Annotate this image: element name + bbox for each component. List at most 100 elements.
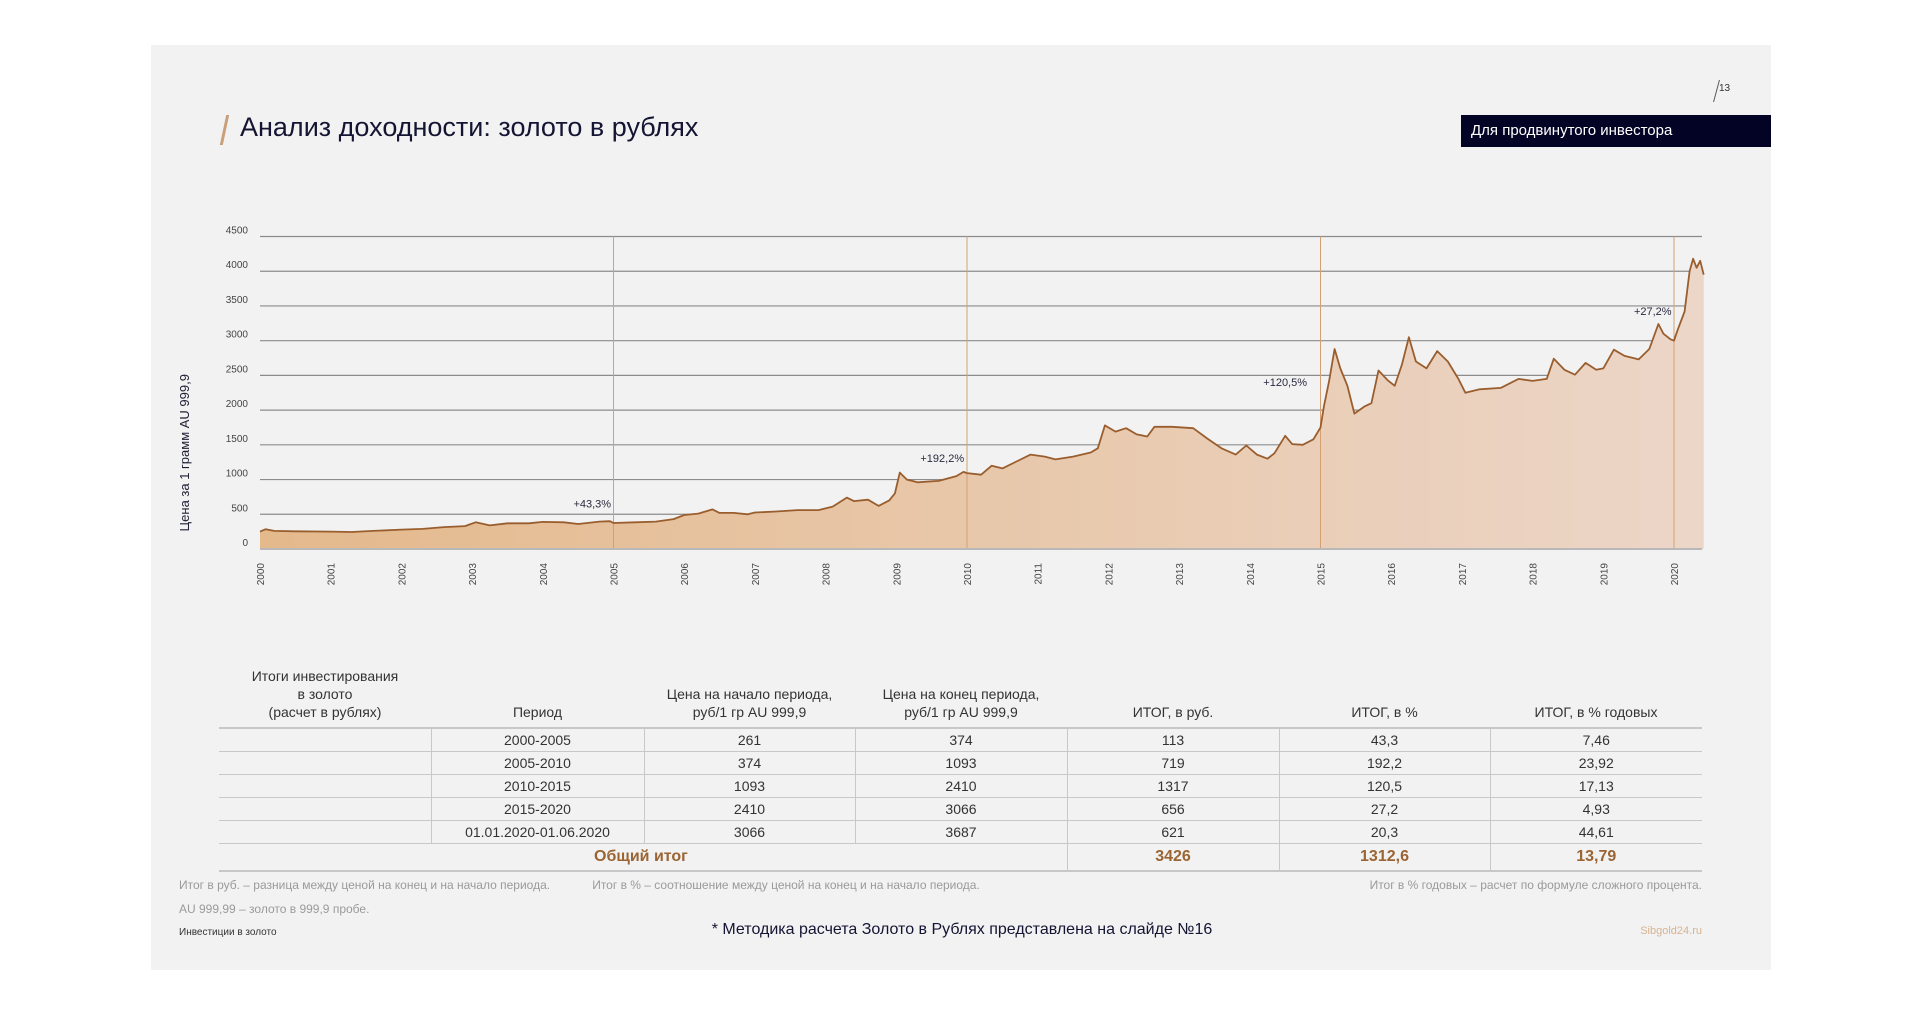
- x-tick-label: 2014: [1246, 563, 1257, 586]
- total-annual: 13,79: [1489, 843, 1702, 872]
- table-cell: 2410: [854, 774, 1067, 798]
- table-cell: [219, 774, 431, 798]
- footnote-annual: Итог в % годовых – расчет по формуле сло…: [1369, 878, 1702, 892]
- table-cell: 43,3: [1278, 728, 1490, 752]
- x-tick-label: 2005: [610, 563, 621, 586]
- table-cell: 20,3: [1278, 820, 1490, 844]
- table-row: 2015-2020 2410 3066 656 27,2 4,93: [219, 797, 1702, 821]
- period-return-annotation: +192,2%: [920, 453, 964, 465]
- table-cell: 27,2: [1278, 797, 1490, 821]
- page-title: Анализ доходности: золото в рублях: [240, 112, 699, 142]
- x-tick-label: 2011: [1034, 563, 1045, 585]
- table-cell: 44,61: [1489, 820, 1702, 844]
- column-header: ИТОГ, в руб.: [1067, 657, 1279, 729]
- column-header: Период: [431, 657, 644, 729]
- slide: Анализ доходности: золото в рублях 13 Дл…: [151, 45, 1771, 970]
- table-cell: 3687: [854, 820, 1067, 844]
- x-tick-label: 2003: [468, 563, 479, 586]
- price-line: [259, 257, 1705, 533]
- period-return-annotation: +43,3%: [573, 498, 611, 510]
- x-tick-label: 2020: [1670, 563, 1681, 586]
- methodology-note: * Методика расчета Золото в Рублях предс…: [711, 921, 1213, 938]
- x-tick-label: 2006: [680, 563, 691, 586]
- table-row: 2010-2015 1093 2410 1317 120,5 17,13: [219, 774, 1702, 798]
- y-tick-label: 2000: [226, 399, 249, 410]
- y-tick-label: 0: [242, 538, 248, 549]
- audience-badge: Для продвинутого инвестора: [1461, 115, 1771, 147]
- table-row: 01.01.2020-01.06.2020 3066 3687 621 20,3 44,6…: [219, 820, 1702, 844]
- column-header: Итоги инвестирования в золото (расчет в …: [219, 657, 431, 729]
- period-return-annotation: +120,5%: [1263, 377, 1307, 389]
- y-axis-label: Цена за 1 грамм AU 999,9: [177, 374, 192, 531]
- table-header-row: Итоги инвестирования в золото (расчет в …: [219, 657, 1702, 729]
- y-tick-label: 4500: [226, 226, 249, 237]
- table-cell: [219, 820, 431, 844]
- x-tick-label: 2009: [892, 563, 903, 586]
- x-tick-label: 2019: [1599, 563, 1610, 586]
- table-cell: 261: [643, 728, 855, 752]
- y-tick-label: 3500: [226, 295, 249, 306]
- table-cell: 374: [643, 751, 855, 775]
- page-number: 13: [1719, 83, 1731, 94]
- results-table: Итоги инвестирования в золото (расчет в …: [219, 657, 1702, 872]
- x-tick-label: 2017: [1458, 563, 1469, 586]
- table-cell: 1093: [643, 774, 855, 798]
- table-cell: 2005-2010: [430, 751, 644, 775]
- footnote-pct: Итог в % – соотношение между ценой на ко…: [592, 878, 980, 892]
- table-row: 2000-2005 261 374 113 43,3 7,46: [219, 728, 1702, 752]
- y-tick-label: 3000: [226, 330, 249, 341]
- y-tick-label: 1500: [226, 434, 249, 445]
- y-tick-label: 2500: [226, 364, 249, 375]
- x-tick-label: 2001: [327, 563, 338, 586]
- table-cell: 4,93: [1489, 797, 1702, 821]
- x-tick-label: 2008: [822, 563, 833, 586]
- table-row: 2005-2010 374 1093 719 192,2 23,92: [219, 751, 1702, 775]
- table-cell: 719: [1066, 751, 1279, 775]
- x-tick-label: 2012: [1104, 563, 1115, 586]
- gold-price-chart: 0 500 1000 1500 2000 2500 3000 3500 4000 4500 2000…: [177, 226, 1705, 586]
- x-tick-label: 2010: [963, 563, 974, 586]
- table-cell: 01.01.2020-01.06.2020: [430, 820, 644, 844]
- table-cell: 3066: [643, 820, 855, 844]
- table-cell: 120,5: [1278, 774, 1490, 798]
- total-row: Общий итог 3426 1312,6 13,79: [219, 843, 1702, 872]
- table-cell: 113: [1066, 728, 1279, 752]
- column-header: Цена на конец периода, руб/1 гр AU 999,9: [855, 657, 1067, 729]
- table-cell: 17,13: [1489, 774, 1702, 798]
- footnote-purity: AU 999,99 – золото в 999,9 пробе.: [179, 902, 370, 916]
- table-cell: 192,2: [1278, 751, 1490, 775]
- table-cell: 2000-2005: [430, 728, 644, 752]
- table-cell: 2015-2020: [430, 797, 644, 821]
- table-cell: 7,46: [1489, 728, 1702, 752]
- period-return-annotation: +27,2%: [1634, 306, 1672, 318]
- footnote-rub: Итог в руб. – разница между ценой на кон…: [179, 878, 551, 892]
- table-cell: 374: [854, 728, 1067, 752]
- x-tick-label: 2007: [751, 563, 762, 586]
- section-label: Инвестиции в золото: [179, 927, 277, 938]
- x-tick-label: 2015: [1317, 563, 1328, 586]
- x-tick-label: 2013: [1175, 563, 1186, 586]
- table-cell: [219, 751, 431, 775]
- x-tick-label: 2016: [1387, 563, 1398, 586]
- table-cell: 2410: [643, 797, 855, 821]
- x-tick-label: 2002: [397, 563, 408, 586]
- table-cell: 1317: [1066, 774, 1279, 798]
- y-tick-label: 500: [231, 503, 248, 514]
- total-pct: 1312,6: [1278, 843, 1490, 872]
- total-label: Общий итог: [219, 843, 1067, 872]
- y-tick-label: 1000: [226, 469, 249, 480]
- site-link[interactable]: Sibgold24.ru: [1640, 925, 1702, 937]
- x-tick-label: 2004: [539, 563, 550, 586]
- x-tick-label: 2000: [256, 563, 267, 586]
- y-tick-label: 4000: [226, 260, 249, 271]
- table-cell: 2010-2015: [430, 774, 644, 798]
- table-cell: [219, 797, 431, 821]
- column-header: ИТОГ, в % годовых: [1490, 657, 1702, 729]
- table-cell: 3066: [854, 797, 1067, 821]
- price-area: [260, 258, 1704, 549]
- table-cell: 656: [1066, 797, 1279, 821]
- table-cell: 621: [1066, 820, 1279, 844]
- table-cell: [219, 728, 431, 752]
- column-header: ИТОГ, в %: [1279, 657, 1490, 729]
- x-tick-label: 2018: [1529, 563, 1540, 586]
